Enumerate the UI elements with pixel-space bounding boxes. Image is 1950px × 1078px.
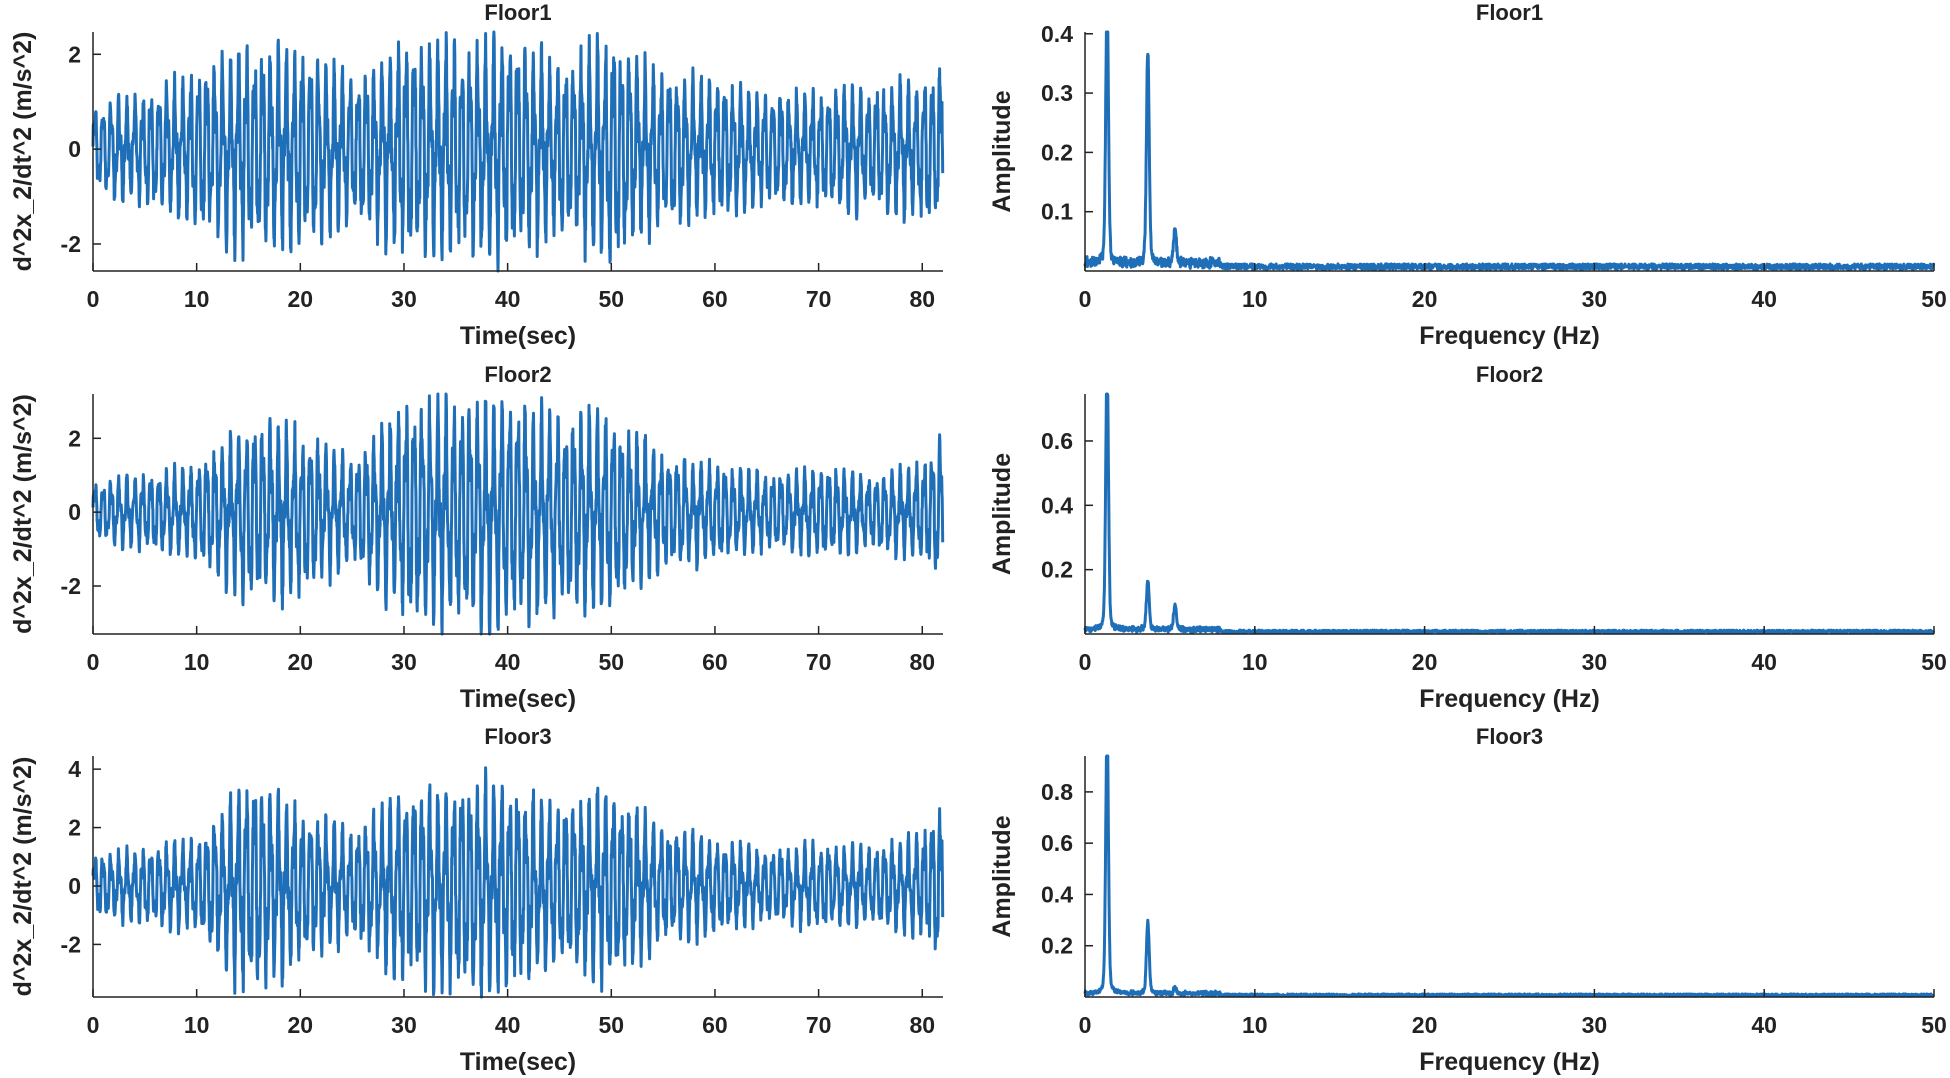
series-line	[91, 30, 945, 273]
y-axis-label: d^2x_2/dt^2 (m/s^2)	[9, 757, 37, 997]
x-tick-label: 40	[1751, 1012, 1777, 1038]
x-tick-label: 40	[495, 286, 521, 312]
x-axis-label: Time(sec)	[460, 1048, 576, 1076]
y-tick-label: 0.2	[1041, 139, 1073, 165]
x-tick-label: 10	[184, 286, 210, 312]
subplot-spectrum-floor2: 0 10 20 30 40 50 0.2 0.4 0.6 Floor2 Frequency (Hz)…	[988, 362, 1947, 713]
x-tick-label: 20	[1412, 286, 1438, 312]
y-tick-label: -2	[61, 573, 81, 599]
x-tick-label: 0	[1079, 1012, 1092, 1038]
subplot-title: Floor1	[1476, 0, 1543, 25]
y-tick-label: 0.6	[1041, 830, 1073, 856]
x-axis-label: Frequency (Hz)	[1419, 1048, 1600, 1076]
y-tick-label: 0.3	[1041, 80, 1073, 106]
x-tick-label: 30	[391, 286, 417, 312]
y-tick-label: 4	[68, 756, 81, 782]
series-line	[91, 392, 945, 636]
x-tick-label: 40	[1751, 286, 1777, 312]
series-line	[1083, 754, 1935, 998]
x-axis-label: Frequency (Hz)	[1419, 685, 1600, 713]
x-tick-label: 0	[87, 286, 100, 312]
x-tick-label: 80	[909, 649, 935, 675]
x-tick-label: 0	[87, 1012, 100, 1038]
x-tick-label: 60	[702, 1012, 728, 1038]
y-tick-label: 0.2	[1041, 933, 1073, 959]
x-tick-label: 30	[391, 1012, 417, 1038]
x-tick-label: 10	[1242, 649, 1268, 675]
subplot-title: Floor1	[484, 0, 551, 25]
x-tick-label: 50	[1921, 286, 1947, 312]
x-tick-label: 50	[1921, 649, 1947, 675]
y-tick-label: 0	[68, 499, 81, 525]
y-axis-label: d^2x_2/dt^2 (m/s^2)	[9, 32, 37, 272]
x-tick-label: 30	[391, 649, 417, 675]
x-tick-label: 0	[1079, 649, 1092, 675]
subplot-title: Floor2	[1476, 362, 1543, 387]
y-tick-label: 0	[68, 136, 81, 162]
x-tick-label: 60	[702, 649, 728, 675]
x-tick-label: 30	[1582, 1012, 1608, 1038]
subplot-title: Floor2	[484, 362, 551, 387]
y-tick-label: 0.8	[1041, 779, 1073, 805]
x-tick-label: 10	[184, 649, 210, 675]
x-tick-label: 20	[288, 649, 314, 675]
y-axis-label: Amplitude	[988, 453, 1016, 575]
x-tick-label: 20	[1412, 649, 1438, 675]
subplot-time-floor1: 0 10 20 30 40 50 60 70 80 -2 0 2 Floor1 Time(sec) d^2x…	[9, 0, 945, 350]
y-tick-label: 2	[68, 425, 81, 451]
x-tick-label: 20	[288, 1012, 314, 1038]
x-tick-label: 0	[87, 649, 100, 675]
subplot-title: Floor3	[484, 724, 551, 749]
y-tick-label: -2	[61, 231, 81, 257]
x-tick-label: 10	[184, 1012, 210, 1038]
x-tick-label: 50	[598, 649, 624, 675]
x-tick-label: 40	[1751, 649, 1777, 675]
y-tick-label: 0.4	[1041, 492, 1073, 518]
y-axis-label: Amplitude	[988, 815, 1016, 937]
x-tick-label: 50	[1921, 1012, 1947, 1038]
x-tick-label: 10	[1242, 286, 1268, 312]
x-tick-label: 80	[909, 286, 935, 312]
x-tick-label: 20	[1412, 1012, 1438, 1038]
y-tick-label: 0.4	[1041, 21, 1073, 47]
x-tick-label: 0	[1079, 286, 1092, 312]
subplot-time-floor3: 0 10 20 30 40 50 60 70 80 -2 0 2 4 Floor3 Time(sec) d^2…	[9, 724, 945, 1076]
y-tick-label: 2	[68, 815, 81, 841]
x-tick-label: 20	[288, 286, 314, 312]
y-axis-label: d^2x_2/dt^2 (m/s^2)	[9, 394, 37, 634]
x-tick-label: 40	[495, 1012, 521, 1038]
y-axis-label: Amplitude	[988, 90, 1016, 212]
subplot-spectrum-floor3: 0 10 20 30 40 50 0.2 0.4 0.6 0.8 Floor3 Frequency (…	[988, 724, 1947, 1076]
x-tick-label: 70	[806, 286, 832, 312]
x-tick-label: 50	[598, 286, 624, 312]
subplot-title: Floor3	[1476, 724, 1543, 749]
x-tick-label: 10	[1242, 1012, 1268, 1038]
x-tick-label: 50	[598, 1012, 624, 1038]
series-line	[91, 766, 945, 999]
x-axis-label: Time(sec)	[460, 322, 576, 350]
x-tick-label: 30	[1582, 649, 1608, 675]
x-axis-label: Frequency (Hz)	[1419, 322, 1600, 350]
x-tick-label: 30	[1582, 286, 1608, 312]
y-tick-label: 0	[68, 873, 81, 899]
y-tick-label: 0.4	[1041, 881, 1073, 907]
y-tick-label: -2	[61, 931, 81, 957]
x-tick-label: 70	[806, 1012, 832, 1038]
series-line	[1083, 30, 1936, 271]
x-tick-label: 40	[495, 649, 521, 675]
y-tick-label: 0.1	[1041, 199, 1073, 225]
subplot-spectrum-floor1: 0 10 20 30 40 50 0.1 0.2 0.3 0.4 Floor1 Frequency (…	[988, 0, 1947, 350]
x-tick-label: 60	[702, 286, 728, 312]
y-tick-label: 0.2	[1041, 557, 1073, 583]
series-line	[1083, 392, 1936, 635]
y-tick-label: 2	[68, 41, 81, 67]
x-tick-label: 80	[909, 1012, 935, 1038]
x-axis-label: Time(sec)	[460, 685, 576, 713]
x-tick-label: 70	[806, 649, 832, 675]
y-tick-label: 0.6	[1041, 428, 1073, 454]
subplot-time-floor2: 0 10 20 30 40 50 60 70 80 -2 0 2 Floor2 Time(sec) d^2x…	[9, 362, 945, 713]
